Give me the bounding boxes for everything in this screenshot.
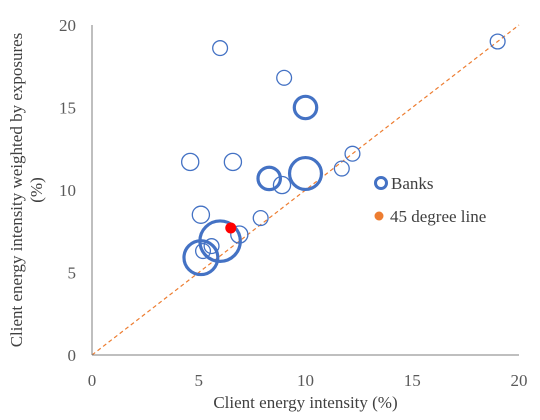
x-tick-label: 10 bbox=[297, 371, 314, 390]
x-tick-label: 20 bbox=[511, 371, 528, 390]
bank-bubble bbox=[276, 69, 293, 86]
legend-marker-banks bbox=[374, 176, 388, 190]
x-axis-title: Client energy intensity (%) bbox=[213, 393, 397, 412]
legend-label-banks: Banks bbox=[391, 174, 434, 193]
y-tick-label: 15 bbox=[59, 99, 76, 118]
bank-bubble bbox=[333, 160, 350, 177]
bank-bubble bbox=[287, 155, 324, 192]
plot-area bbox=[91, 24, 520, 356]
bank-bubble bbox=[203, 238, 220, 255]
bank-bubble bbox=[252, 210, 269, 227]
y-tick-label: 10 bbox=[59, 181, 76, 200]
y-tick-label: 20 bbox=[59, 16, 76, 35]
y-axis-title-line-1: Client energy intensity weighted by expo… bbox=[7, 33, 26, 348]
bank-bubble bbox=[489, 33, 506, 50]
bank-bubble bbox=[212, 40, 229, 57]
axes: 0 5 10 15 20 0 5 10 15 20 Client energy intensity … bbox=[7, 16, 528, 412]
highlight-point bbox=[225, 222, 237, 234]
bank-bubble bbox=[344, 145, 361, 162]
bank-bubble bbox=[230, 225, 249, 244]
x-tick-label: 0 bbox=[88, 371, 97, 390]
legend: Banks 45 degree line bbox=[374, 174, 486, 226]
bank-bubble bbox=[194, 243, 212, 260]
bank-bubble bbox=[272, 175, 292, 195]
y-tick-label: 0 bbox=[68, 346, 77, 365]
bank-bubble bbox=[223, 152, 243, 172]
bank-bubble bbox=[180, 152, 200, 172]
y-axis-title-line-2: (%) bbox=[27, 177, 46, 202]
bank-bubble bbox=[256, 165, 283, 192]
y-tick-label: 5 bbox=[68, 264, 77, 283]
bank-bubble bbox=[182, 239, 220, 277]
legend-marker-45-degree bbox=[374, 211, 384, 221]
x-tick-label: 5 bbox=[195, 371, 204, 390]
legend-label-45-degree: 45 degree line bbox=[390, 207, 486, 226]
y-axis-title: Client energy intensity weighted by expo… bbox=[7, 33, 46, 348]
x-tick-label: 15 bbox=[404, 371, 421, 390]
bank-bubble bbox=[191, 205, 211, 224]
bank-bubble bbox=[292, 94, 319, 121]
